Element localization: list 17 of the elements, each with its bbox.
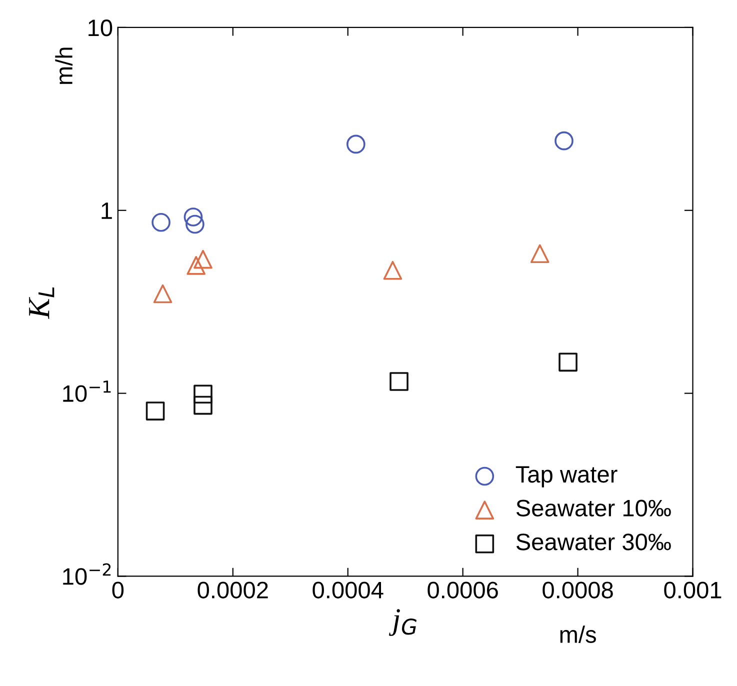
y-tick-label: 10$^{−2}$: [63, 563, 111, 585]
x-tick-label: 0: [112, 582, 124, 598]
legend-label: Seawater 10‰: [516, 500, 671, 517]
y-axis-title: K$_{L}$: [29, 287, 54, 320]
x-axis-title: j$_{G}$: [388, 609, 417, 636]
x-tick-label: 0.0008: [542, 582, 613, 598]
y-tick-label: 10$^{−1}$: [63, 380, 111, 402]
x-tick-label: 0.0006: [428, 582, 498, 598]
legend-label: Seawater 30‰: [516, 534, 671, 550]
text: m/h: [55, 48, 73, 84]
x-tick-label: 0.0004: [312, 582, 384, 598]
y-tick-label: 10: [88, 20, 112, 36]
legend-label: Tap water: [516, 466, 618, 488]
y-tick-label: 1: [102, 202, 112, 219]
text: m/s: [560, 626, 596, 643]
x-tick-label: 0.001: [664, 582, 722, 598]
x-tick-label: 0.0002: [198, 582, 268, 598]
